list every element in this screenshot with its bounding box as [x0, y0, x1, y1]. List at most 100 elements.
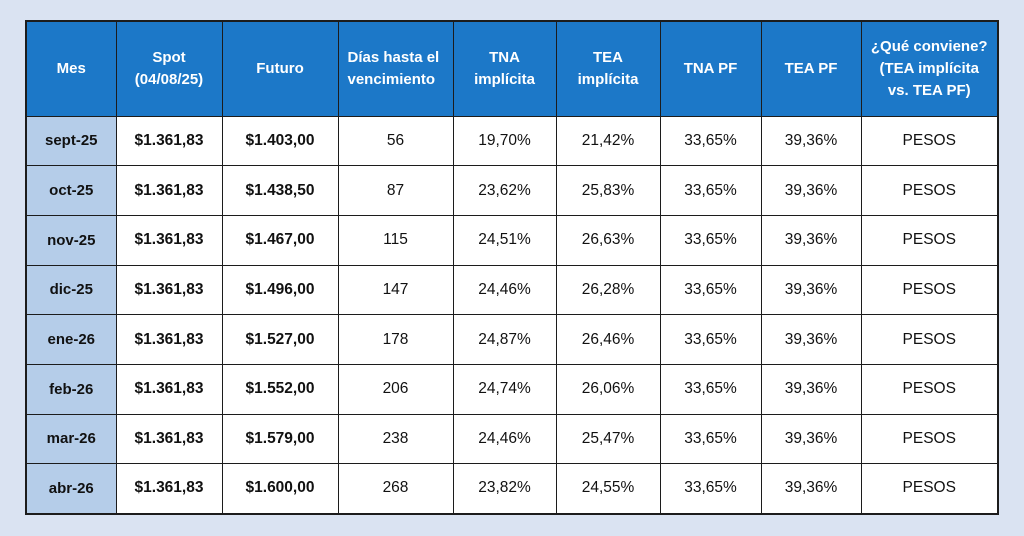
cell-tea-pf: 39,36%	[760, 165, 862, 216]
cell-tea-implicita: 25,83%	[555, 165, 661, 216]
cell-tea-pf: 39,36%	[760, 363, 862, 415]
cell-dias-hasta-el-vencimiento: 115	[337, 214, 454, 266]
cell-que-conviene: PESOS	[860, 115, 999, 167]
table-row-dic-25: dic-25 $1.361,83 $1.496,00 147 24,46% 26,28% 3…	[25, 264, 999, 316]
cell-tea-pf: 39,36%	[760, 264, 862, 316]
cell-tea-pf: 39,36%	[760, 115, 862, 167]
column-header-futuro-line: Futuro	[256, 59, 304, 77]
table-row-mar-26: mar-26 $1.361,83 $1.579,00 238 24,46% 25,47% 3…	[25, 413, 999, 465]
cell-mes: feb-26	[25, 363, 117, 415]
cell-tea-implicita: 25,47%	[555, 413, 661, 465]
column-header-futuro: Futuro	[221, 20, 339, 117]
cell-spot: $1.361,83	[115, 413, 223, 465]
cell-que-conviene: PESOS	[860, 413, 999, 465]
table-body: sept-25 $1.361,83 $1.403,00 56 19,70% 21,42% 3…	[25, 115, 999, 514]
cell-futuro: $1.527,00	[221, 314, 339, 365]
column-header-tea-implicita-line: implícita	[577, 70, 639, 88]
table-row-nov-25: nov-25 $1.361,83 $1.467,00 115 24,51% 26,63% 3…	[25, 214, 999, 266]
cell-futuro: $1.496,00	[221, 264, 339, 316]
cell-tna-pf: 33,65%	[659, 214, 762, 266]
column-header-tea-pf: TEA PF	[760, 20, 862, 117]
futures-table: Mes Spot (04/08/25) Futuro Días hasta el venc…	[25, 20, 999, 515]
cell-tea-pf: 39,36%	[760, 214, 862, 266]
cell-futuro: $1.579,00	[221, 413, 339, 465]
header-row: Mes Spot (04/08/25) Futuro Días hasta el venc…	[25, 20, 999, 117]
cell-tea-implicita: 26,28%	[555, 264, 661, 316]
column-header-tna-implicita-line: implícita	[474, 70, 535, 88]
column-header-dias-hasta-el-vencimiento-line: vencimiento	[347, 70, 436, 88]
table-row-abr-26: abr-26 $1.361,83 $1.600,00 268 23,82% 24,55% 3…	[25, 463, 999, 514]
column-header-tna-pf-line: TNA PF	[683, 59, 738, 77]
cell-tna-pf: 33,65%	[659, 463, 762, 514]
table-row-oct-25: oct-25 $1.361,83 $1.438,50 87 23,62% 25,83% 33…	[25, 165, 999, 216]
cell-tna-implicita: 24,46%	[452, 264, 557, 316]
cell-que-conviene: PESOS	[860, 165, 999, 216]
column-header-que-conviene-line: vs. TEA PF)	[887, 81, 971, 99]
cell-spot: $1.361,83	[115, 165, 223, 216]
column-header-mes-line: Mes	[56, 59, 86, 77]
column-header-tna-pf: TNA PF	[659, 20, 762, 117]
cell-spot: $1.361,83	[115, 363, 223, 415]
column-header-spot: Spot (04/08/25)	[115, 20, 223, 117]
column-header-que-conviene-line: (TEA implícita	[879, 59, 979, 77]
cell-tea-implicita: 24,55%	[555, 463, 661, 514]
column-header-tea-implicita: TEA implícita	[555, 20, 661, 117]
column-header-tna-implicita: TNA implícita	[452, 20, 557, 117]
cell-spot: $1.361,83	[115, 463, 223, 514]
cell-dias-hasta-el-vencimiento: 238	[337, 413, 454, 465]
cell-futuro: $1.438,50	[221, 165, 339, 216]
cell-tna-implicita: 24,46%	[452, 413, 557, 465]
cell-spot: $1.361,83	[115, 115, 223, 167]
cell-tna-pf: 33,65%	[659, 115, 762, 167]
cell-tna-pf: 33,65%	[659, 264, 762, 316]
cell-tea-implicita: 26,63%	[555, 214, 661, 266]
cell-tna-pf: 33,65%	[659, 165, 762, 216]
column-header-que-conviene-line: ¿Qué conviene?	[870, 38, 988, 56]
cell-que-conviene: PESOS	[860, 314, 999, 365]
cell-tea-implicita: 26,46%	[555, 314, 661, 365]
cell-tna-pf: 33,65%	[659, 413, 762, 465]
cell-tna-implicita: 19,70%	[452, 115, 557, 167]
cell-que-conviene: PESOS	[860, 363, 999, 415]
cell-que-conviene: PESOS	[860, 264, 999, 316]
cell-futuro: $1.552,00	[221, 363, 339, 415]
cell-spot: $1.361,83	[115, 214, 223, 266]
cell-dias-hasta-el-vencimiento: 206	[337, 363, 454, 415]
cell-futuro: $1.600,00	[221, 463, 339, 514]
cell-tna-pf: 33,65%	[659, 314, 762, 365]
cell-tea-pf: 39,36%	[760, 314, 862, 365]
cell-dias-hasta-el-vencimiento: 268	[337, 463, 454, 514]
futures-table-container: Mes Spot (04/08/25) Futuro Días hasta el venc…	[25, 20, 999, 515]
cell-mes: sept-25	[25, 115, 117, 167]
column-header-spot-line: Spot	[152, 49, 186, 66]
table-row-sept-25: sept-25 $1.361,83 $1.403,00 56 19,70% 21,42% 3…	[25, 115, 999, 167]
cell-que-conviene: PESOS	[860, 463, 999, 514]
cell-dias-hasta-el-vencimiento: 87	[337, 165, 454, 216]
table-header: Mes Spot (04/08/25) Futuro Días hasta el venc…	[25, 20, 999, 117]
cell-mes: abr-26	[25, 463, 117, 514]
column-header-que-conviene: ¿Qué conviene? (TEA implícita vs. TEA PF)	[860, 20, 999, 117]
column-header-dias-hasta-el-vencimiento-line: Días hasta el	[347, 49, 440, 66]
table-row-feb-26: feb-26 $1.361,83 $1.552,00 206 24,74% 26,06% 3…	[25, 363, 999, 415]
cell-mes: ene-26	[25, 314, 117, 365]
cell-que-conviene: PESOS	[860, 214, 999, 266]
cell-futuro: $1.467,00	[221, 214, 339, 266]
cell-tna-implicita: 23,62%	[452, 165, 557, 216]
column-header-dias-hasta-el-vencimiento: Días hasta el vencimiento	[337, 20, 454, 117]
cell-tna-implicita: 23,82%	[452, 463, 557, 514]
table-row-ene-26: ene-26 $1.361,83 $1.527,00 178 24,87% 26,46% 3…	[25, 314, 999, 365]
cell-tna-pf: 33,65%	[659, 363, 762, 415]
cell-mes: dic-25	[25, 264, 117, 316]
cell-tna-implicita: 24,87%	[452, 314, 557, 365]
column-header-tea-pf-line: TEA PF	[784, 59, 838, 77]
cell-tea-pf: 39,36%	[760, 463, 862, 514]
cell-dias-hasta-el-vencimiento: 178	[337, 314, 454, 365]
column-header-mes: Mes	[25, 20, 117, 117]
cell-tea-pf: 39,36%	[760, 413, 862, 465]
cell-mes: nov-25	[25, 214, 117, 266]
cell-dias-hasta-el-vencimiento: 56	[337, 115, 454, 167]
cell-dias-hasta-el-vencimiento: 147	[337, 264, 454, 316]
column-header-tea-implicita-line: TEA	[593, 49, 623, 66]
cell-tea-implicita: 26,06%	[555, 363, 661, 415]
column-header-tna-implicita-line: TNA	[489, 49, 520, 66]
